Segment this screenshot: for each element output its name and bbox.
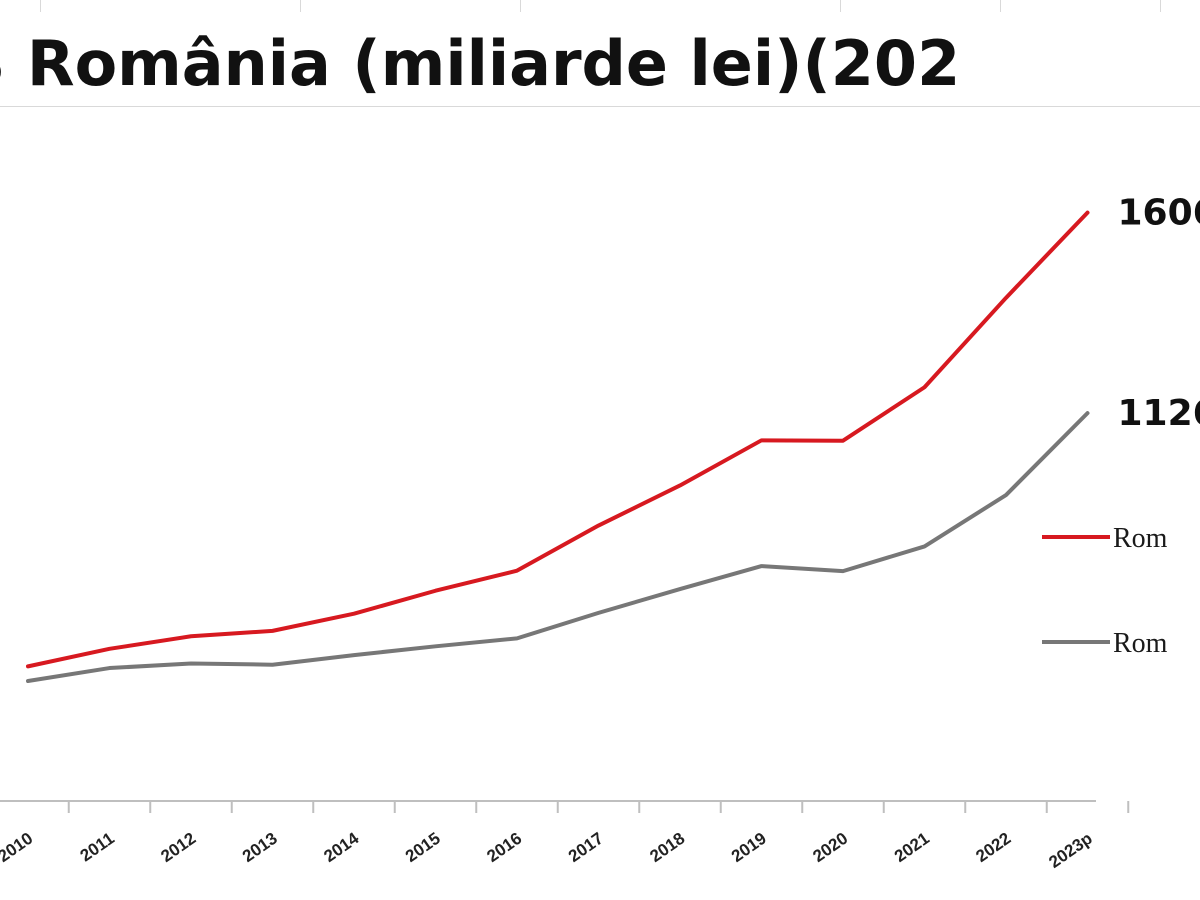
top-gridline: [40, 0, 41, 12]
x-tick-label: 2018: [646, 829, 688, 866]
top-gridline: [840, 0, 841, 12]
x-tick-label: 2021: [891, 829, 933, 866]
x-tick-label: 2016: [483, 829, 525, 866]
top-gridline: [1000, 0, 1001, 12]
x-tick-label: 2019: [728, 829, 770, 866]
end-value-label: 1126: [1118, 393, 1200, 434]
series-line: [26, 210, 1090, 669]
x-axis: 2010 2011 2012 2013 2014 2015 2016 2017 2018 2019…: [0, 800, 1130, 872]
x-tick-label: 2013: [239, 829, 281, 866]
series-line: [26, 411, 1090, 683]
chart-title: B România (miliarde lei)(202: [0, 27, 961, 100]
legend-label: Rom: [1113, 523, 1168, 554]
legend-label: Rom: [1113, 628, 1168, 659]
x-tick-label: 2023p: [1045, 829, 1095, 872]
top-gridline: [520, 0, 521, 12]
x-tick-label: 2022: [972, 829, 1014, 866]
x-tick-label: 2017: [565, 829, 607, 866]
x-tick-label: 2020: [809, 829, 851, 866]
label-layer: 1606 Rom 1126 Rom: [1042, 193, 1200, 659]
end-value-label: 1606: [1118, 193, 1200, 234]
x-tick-label: 2012: [157, 829, 199, 866]
top-gridline: [1160, 0, 1161, 12]
top-gridline: [300, 0, 301, 12]
series-layer: [26, 210, 1090, 683]
x-tick-label: 2014: [320, 828, 362, 866]
x-tick-label: 2010: [0, 829, 36, 866]
x-tick-label: 2011: [77, 829, 118, 866]
x-tick-label: 2015: [402, 829, 444, 866]
header-separator: [0, 106, 1200, 107]
